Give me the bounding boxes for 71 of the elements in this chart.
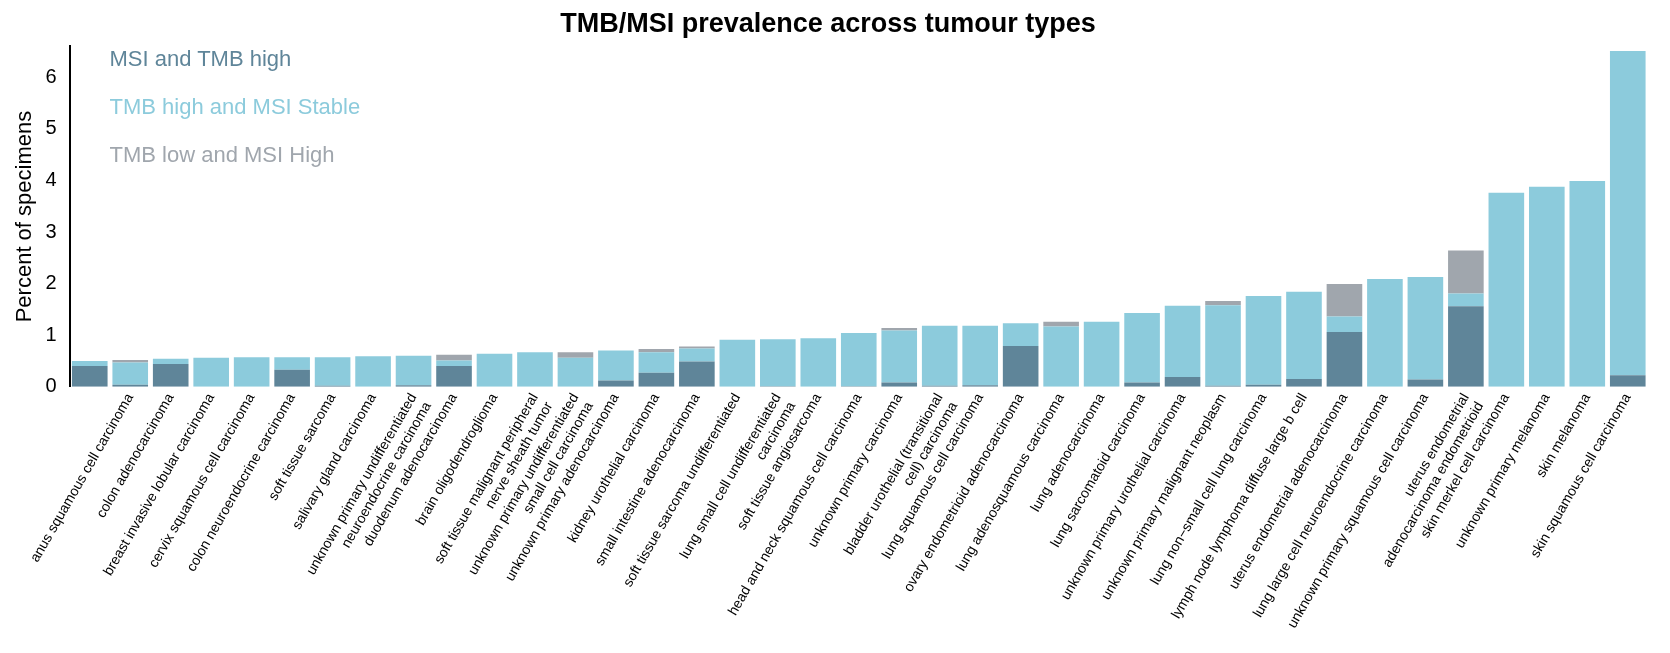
y-tick-label: 6 [45, 64, 57, 87]
bar [314, 357, 351, 386]
bar [1448, 293, 1484, 307]
bar [193, 357, 229, 387]
bar [112, 362, 149, 385]
bar [921, 325, 958, 386]
bar [1529, 186, 1565, 387]
bar [679, 346, 715, 349]
bar [1286, 291, 1322, 379]
bar [800, 338, 837, 387]
y-tick-label: 4 [45, 167, 57, 190]
chart-title: TMB/MSI prevalence across tumour types [560, 7, 1096, 38]
bar [1002, 323, 1039, 346]
bar [274, 369, 310, 387]
bar [1205, 301, 1241, 306]
bar [881, 327, 918, 331]
bar [557, 357, 594, 387]
bar [679, 348, 715, 362]
bar [1002, 345, 1039, 387]
bar [1407, 276, 1444, 380]
bar [1083, 321, 1120, 387]
bar [840, 333, 877, 387]
bar [436, 366, 472, 387]
bar [557, 352, 594, 358]
bar [1326, 284, 1363, 317]
bar [881, 330, 918, 383]
bar [1164, 376, 1201, 387]
y-tick-label: 5 [45, 116, 57, 139]
bar [1245, 295, 1282, 385]
y-tick-label: 2 [45, 271, 57, 294]
bar [719, 339, 756, 387]
bar [1569, 180, 1606, 387]
bar [71, 366, 108, 387]
bar [1609, 51, 1646, 376]
bar [1367, 278, 1403, 387]
bar [233, 357, 270, 387]
bar [679, 361, 715, 387]
text: MSI and TMB high [109, 46, 292, 72]
bar [1205, 305, 1241, 386]
bar [1448, 306, 1484, 387]
y-axis-title: Percent of specimens [11, 110, 37, 323]
bar [355, 356, 391, 387]
bar [1407, 379, 1444, 387]
bar [436, 360, 472, 367]
y-tick-label: 3 [45, 219, 57, 242]
text: TMB high and MSI Stable [109, 94, 361, 120]
y-tick-label: 0 [45, 374, 57, 397]
bar [1124, 312, 1160, 383]
bar [1609, 375, 1646, 387]
bar [638, 372, 675, 387]
bar [152, 358, 189, 365]
bar [1164, 305, 1201, 377]
bar [152, 364, 189, 387]
bar [1326, 316, 1363, 333]
bar [517, 352, 553, 387]
text: TMB low and MSI High [109, 142, 335, 168]
bar [598, 350, 634, 381]
bar [638, 349, 675, 353]
bar [638, 352, 675, 373]
bar [274, 357, 310, 370]
bar [760, 339, 796, 387]
bar [962, 325, 998, 386]
bar [1448, 250, 1484, 294]
bar [395, 355, 432, 386]
bar [476, 353, 513, 387]
bar [71, 360, 108, 367]
bar [1326, 332, 1363, 387]
bar [1043, 326, 1079, 387]
bar [1488, 192, 1525, 387]
bar [1286, 378, 1322, 387]
y-tick-label: 1 [45, 322, 57, 345]
